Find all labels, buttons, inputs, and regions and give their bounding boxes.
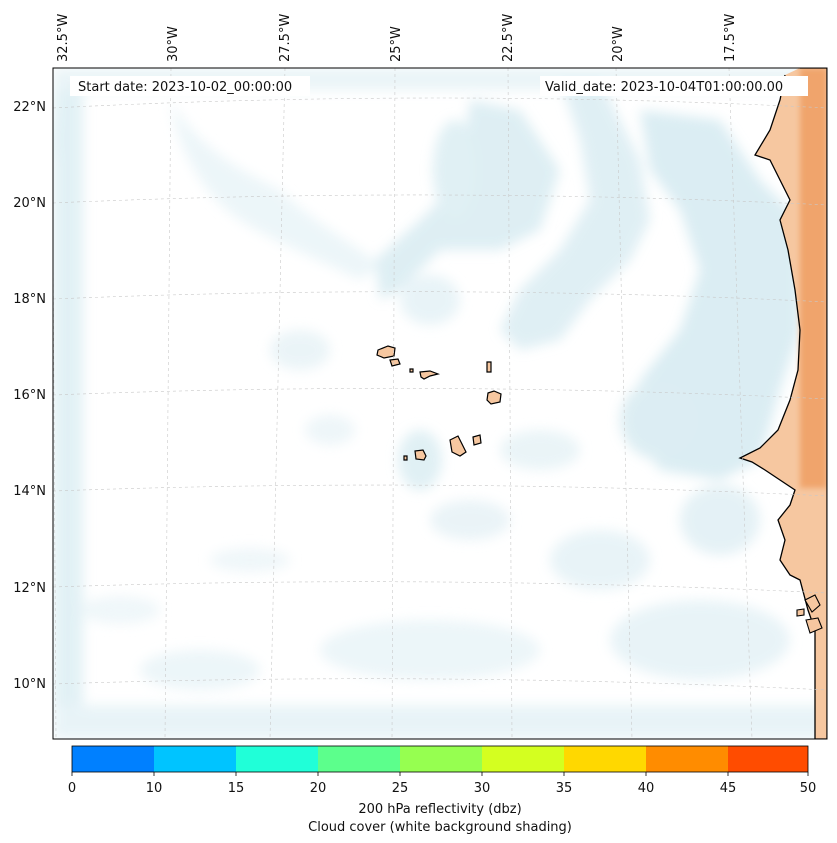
colorbar-tick-label: 40	[638, 781, 655, 796]
colorbar-segment	[400, 746, 482, 772]
colorbar-tick-label: 45	[720, 781, 737, 796]
colorbar-tick-label: 50	[800, 781, 817, 796]
lat-label: 12°N	[13, 581, 46, 596]
lon-label: 30°W	[166, 26, 181, 62]
colorbar-tick-label: 0	[68, 781, 76, 796]
bijagos-island	[796, 608, 805, 617]
bijagos-island	[804, 594, 821, 613]
lon-label: 25°W	[389, 26, 404, 62]
lon-label: 22.5°W	[501, 14, 516, 62]
african-coastline	[738, 68, 827, 739]
longitude-labels: 32.5°W 30°W 27.5°W 25°W 22.5°W 20°W 17.5…	[56, 14, 738, 62]
colorbar-ticks	[71, 772, 809, 776]
lat-label: 16°N	[13, 388, 46, 403]
lat-label: 20°N	[13, 196, 46, 211]
colorbar: 0 10 15 20 25 30 35 40 45 50 200 hPa ref…	[68, 745, 817, 835]
map-frame	[52, 67, 828, 740]
colorbar-tick-label: 35	[556, 781, 573, 796]
lat-label: 22°N	[13, 100, 46, 115]
map-content	[53, 68, 827, 739]
island-sao-nicolau	[419, 370, 441, 380]
colorbar-frame	[71, 745, 809, 773]
colorbar-segment	[728, 746, 808, 772]
colorbar-tick-label: 20	[310, 781, 327, 796]
colorbar-segment	[564, 746, 646, 772]
colorbar-sublabel: Cloud cover (white background shading)	[308, 820, 572, 835]
island-santiago	[449, 435, 467, 457]
valid-date-text: Valid_date: 2023-10-04T01:00:00.00	[545, 80, 783, 95]
colorbar-segment	[318, 746, 400, 772]
valid-date-box	[540, 76, 808, 96]
cape-verde-islands	[376, 345, 502, 461]
colorbar-segment	[236, 746, 318, 772]
bijagos-island	[805, 617, 823, 634]
lat-label: 10°N	[13, 677, 46, 692]
colorbar-tick-label: 15	[228, 781, 245, 796]
graticule	[53, 68, 827, 739]
island-maio	[472, 434, 482, 446]
cloud-cover-layer	[53, 68, 827, 739]
island-boa-vista	[486, 390, 502, 405]
colorbar-tick-label: 10	[146, 781, 163, 796]
latitude-labels: 22°N 20°N 18°N 16°N 14°N 12°N 10°N	[13, 100, 46, 692]
lon-label: 27.5°W	[278, 14, 293, 62]
island-sao-vicente	[389, 358, 401, 367]
island-fogo	[414, 449, 427, 461]
land-hot-band	[800, 68, 827, 488]
start-date-text: Start date: 2023-10-02_00:00:00	[78, 80, 292, 95]
island-santa-luzia	[409, 368, 414, 373]
lon-label: 20°W	[611, 26, 626, 62]
colorbar-segment	[154, 746, 236, 772]
colorbar-segment	[482, 746, 564, 772]
lat-label: 18°N	[13, 292, 46, 307]
colorbar-segment	[72, 746, 154, 772]
colorbar-tick-label: 25	[392, 781, 409, 796]
start-date-box	[70, 76, 310, 96]
colorbar-tick-label: 30	[474, 781, 491, 796]
lon-label: 17.5°W	[723, 14, 738, 62]
lon-label: 32.5°W	[56, 14, 71, 62]
lat-label: 14°N	[13, 484, 46, 499]
island-sal	[486, 361, 492, 373]
colorbar-segment	[646, 746, 728, 772]
island-brava	[403, 455, 408, 461]
colorbar-label: 200 hPa reflectivity (dbz)	[358, 802, 521, 817]
